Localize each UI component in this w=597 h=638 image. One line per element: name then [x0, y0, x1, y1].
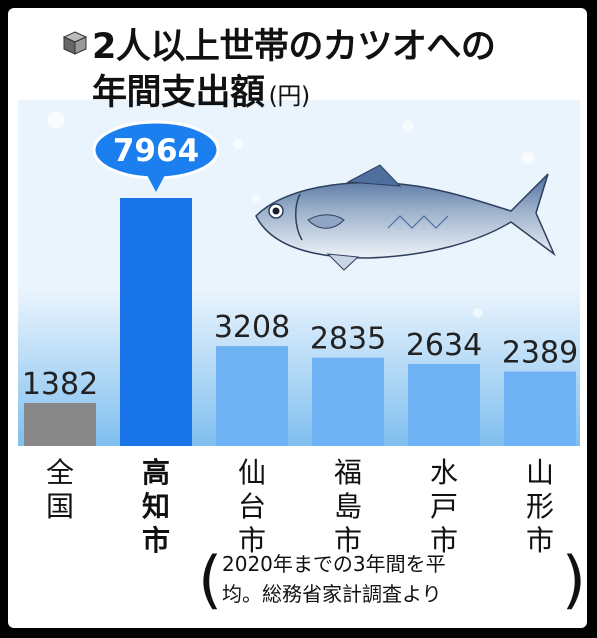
value-callout-pointer [147, 175, 165, 192]
bonito-fish-illustration [255, 164, 556, 271]
unit-label: (円) [268, 82, 311, 110]
bar-3 [312, 357, 384, 446]
source-note: ( 2020年までの3年間を平 均。総務省家計調査より ) [198, 549, 586, 611]
source-note-line-2: 均。総務省家計調査より [222, 582, 442, 606]
data-label-2: 3208 [214, 310, 290, 345]
bar-1 [120, 198, 192, 446]
data-label-4: 2634 [406, 328, 482, 363]
category-label-2: 仙台市 [238, 456, 266, 557]
bars-layer: 1382 全国 7964 高知市 3208 仙台市 2835 福島市 2634 水戸市 2389 山形… [22, 120, 578, 557]
category-label-5: 山形市 [526, 456, 554, 557]
bar-0 [24, 402, 96, 446]
chart-frame: 1382 全国 7964 高知市 3208 仙台市 2835 福島市 2634 水戸市 2389 山形… [8, 8, 587, 628]
bar-5 [504, 371, 576, 446]
source-note-line-1: 2020年までの3年間を平 [222, 552, 446, 576]
chart-title-line-1: 2人以上世帯のカツオへの [92, 27, 496, 67]
note-close-paren: ) [561, 543, 586, 616]
chart: 1382 全国 7964 高知市 3208 仙台市 2835 福島市 2634 水戸市 2389 山形… [18, 100, 580, 557]
category-label-1: 高知市 [142, 456, 170, 557]
data-label-3: 2835 [310, 322, 386, 357]
bar-4 [408, 363, 480, 446]
cube-icon [62, 30, 88, 60]
chart-title-line-2: 年間支出額 (円) [92, 64, 310, 115]
data-label-5: 2389 [502, 336, 578, 371]
chart-title-text: 年間支出額 [92, 73, 265, 113]
bubble-decoration [47, 111, 535, 318]
category-label-4: 水戸市 [430, 456, 458, 557]
category-label-0: 全国 [46, 456, 74, 523]
note-open-paren: ( [198, 543, 223, 616]
category-label-3: 福島市 [334, 456, 362, 557]
data-label-1: 7964 [113, 133, 199, 169]
bar-2 [216, 346, 288, 446]
data-label-0: 1382 [22, 367, 98, 402]
